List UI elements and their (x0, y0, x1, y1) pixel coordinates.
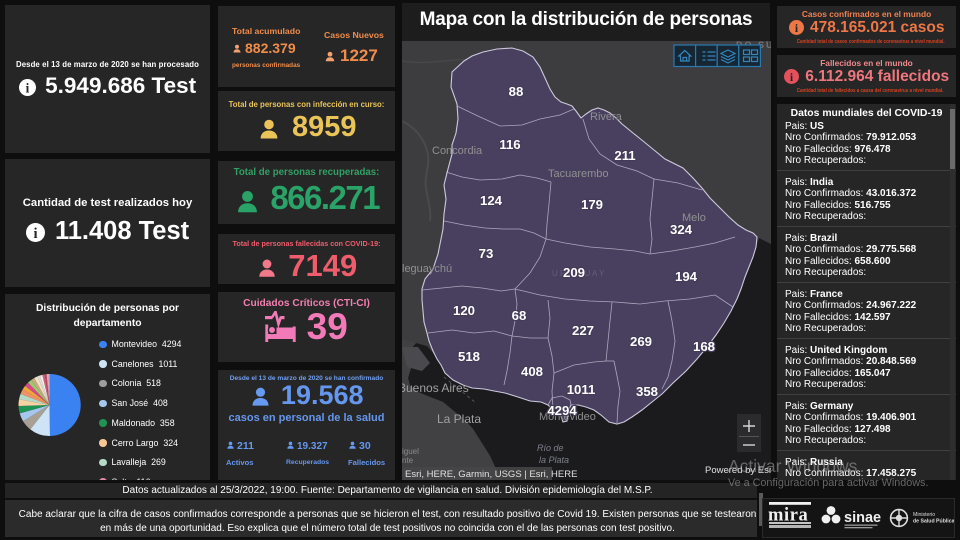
svg-text:358: 358 (636, 384, 658, 399)
svg-text:iguel: iguel (402, 447, 419, 456)
svg-text:i: i (26, 80, 30, 95)
svg-text:i: i (794, 22, 798, 35)
svg-text:Buenos Aires: Buenos Aires (402, 381, 469, 395)
svg-text:nte: nte (402, 456, 414, 465)
svg-text:324: 324 (670, 222, 693, 237)
svg-text:mira: mira (768, 506, 808, 526)
svg-text:Esri, HERE, Garmin, USGS | Esr: Esri, HERE, Garmin, USGS | Esri, HERE (405, 469, 577, 480)
svg-text:Río de: Río de (537, 443, 564, 453)
svg-text:Melo: Melo (682, 212, 706, 224)
svg-text:179: 179 (581, 197, 603, 212)
svg-text:194: 194 (675, 269, 698, 284)
svg-text:211: 211 (614, 148, 635, 163)
svg-text:408: 408 (521, 364, 543, 379)
svg-text:168: 168 (693, 339, 715, 354)
svg-text:68: 68 (512, 308, 527, 323)
svg-text:sinae: sinae (844, 510, 881, 526)
svg-text:Ministerio: Ministerio (913, 512, 935, 518)
svg-text:Rivera: Rivera (590, 111, 623, 123)
svg-text:i: i (33, 226, 37, 242)
svg-text:88: 88 (509, 84, 524, 99)
svg-text:Powered by Esri: Powered by Esri (705, 465, 771, 476)
svg-text:i: i (790, 71, 794, 84)
svg-text:116: 116 (499, 137, 520, 152)
svg-text:Montevideo: Montevideo (539, 411, 596, 423)
svg-text:La Plata: La Plata (437, 412, 481, 426)
svg-text:4294: 4294 (547, 403, 577, 418)
svg-text:leguaychú: leguaychú (402, 263, 452, 275)
svg-text:209: 209 (563, 265, 585, 280)
svg-text:1011: 1011 (567, 382, 596, 397)
svg-text:269: 269 (630, 334, 652, 349)
svg-text:73: 73 (479, 246, 494, 261)
svg-text:U R U G U A Y: U R U G U A Y (552, 269, 605, 278)
svg-text:124: 124 (480, 193, 503, 208)
svg-text:la Plata: la Plata (539, 455, 569, 465)
svg-text:227: 227 (572, 323, 594, 338)
svg-text:518: 518 (458, 349, 480, 364)
svg-text:de Salud Pública: de Salud Pública (913, 519, 954, 525)
svg-text:Tacuarembo: Tacuarembo (548, 168, 609, 180)
svg-text:120: 120 (453, 303, 475, 318)
svg-text:Concordia: Concordia (432, 145, 483, 157)
